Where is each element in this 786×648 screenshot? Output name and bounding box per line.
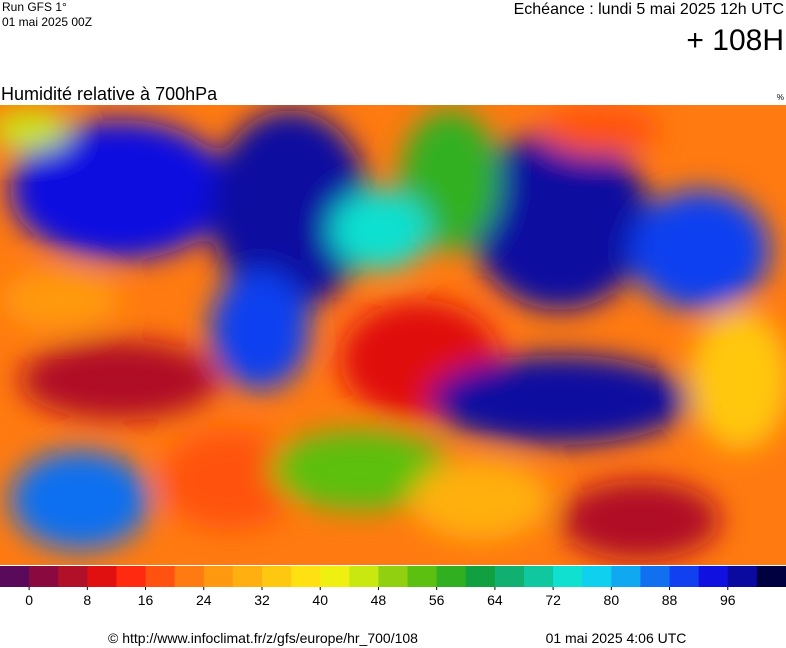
- color-swatch: [436, 566, 467, 587]
- colorbar-tick-label: 24: [196, 592, 212, 608]
- colorbar-tick-label: 16: [138, 592, 154, 608]
- colorbar-tick-label: 48: [371, 592, 387, 608]
- colorbar-tick-label: 88: [662, 592, 678, 608]
- color-swatch: [407, 566, 438, 587]
- colorbar-tick-label: 56: [429, 592, 445, 608]
- color-swatch: [29, 566, 59, 587]
- source-url: © http://www.infoclimat.fr/z/gfs/europe/…: [108, 630, 418, 646]
- lead-time: + 108H: [686, 24, 784, 57]
- color-swatch: [582, 566, 612, 587]
- colorbar: 0 8 16 24 32 40 48 56 64 72 80 88 96: [0, 566, 786, 608]
- color-swatch: [174, 566, 205, 587]
- color-swatch: [291, 566, 321, 587]
- colorbar-tick-label: 80: [604, 592, 620, 608]
- color-swatch: [320, 566, 350, 587]
- color-swatch: [87, 566, 117, 587]
- humidity-field: [0, 105, 786, 565]
- forecast-time: Echéance : lundi 5 mai 2025 12h UTC: [514, 1, 784, 18]
- color-swatch: [262, 566, 292, 587]
- unit-label: %: [777, 93, 784, 102]
- color-swatch: [116, 566, 147, 587]
- color-swatch: [349, 566, 379, 587]
- colorbar-tick-label: 40: [312, 592, 328, 608]
- color-swatch: [58, 566, 88, 587]
- color-swatch: [698, 566, 729, 587]
- color-swatch: [378, 566, 409, 587]
- color-swatch: [232, 566, 263, 587]
- color-swatch: [145, 566, 176, 587]
- color-swatch: [756, 566, 786, 587]
- run-label: Run GFS 1°: [2, 0, 67, 14]
- colorbar-tick-label: 8: [83, 592, 91, 608]
- color-swatch: [203, 566, 234, 587]
- colorbar-tick-label: 64: [487, 592, 503, 608]
- color-swatch: [0, 566, 30, 587]
- colorbar-tick-label: 72: [545, 592, 561, 608]
- color-swatch: [524, 566, 554, 587]
- colorbar-tick-label: 32: [254, 592, 270, 608]
- color-swatch: [494, 566, 525, 587]
- color-swatch: [669, 566, 700, 587]
- color-swatch: [611, 566, 641, 587]
- color-swatch: [727, 566, 758, 587]
- run-date: 01 mai 2025 00Z: [2, 15, 92, 29]
- map-title: Humidité relative à 700hPa: [1, 84, 218, 104]
- color-swatch: [640, 566, 671, 587]
- color-swatch: [465, 566, 496, 587]
- colorbar-tick-label: 96: [720, 592, 736, 608]
- issue-time: 01 mai 2025 4:06 UTC: [546, 630, 687, 646]
- color-swatch: [553, 566, 583, 587]
- colorbar-tick-label: 0: [25, 592, 33, 608]
